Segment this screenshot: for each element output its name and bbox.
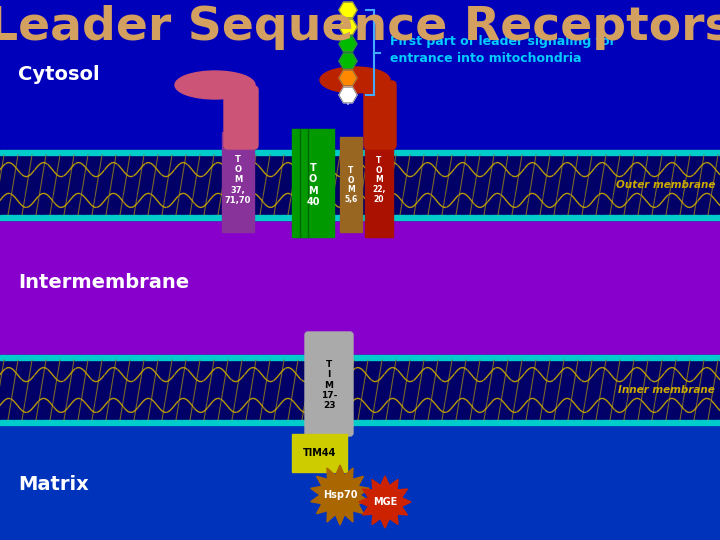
Text: MGE: MGE <box>373 497 397 507</box>
Bar <box>0 425 720 540</box>
Text: Leader Sequence Receptors: Leader Sequence Receptors <box>0 5 720 50</box>
Bar <box>0 0 720 150</box>
Polygon shape <box>359 476 411 528</box>
Bar <box>365 127 393 237</box>
Ellipse shape <box>175 71 255 99</box>
Text: Cytosol: Cytosol <box>18 65 99 84</box>
FancyBboxPatch shape <box>364 81 396 149</box>
Text: Hsp70: Hsp70 <box>323 490 357 500</box>
Bar <box>0 215 720 220</box>
Bar <box>0 420 720 425</box>
Text: TIM44: TIM44 <box>303 448 336 458</box>
Text: T
O
M
5,6: T O M 5,6 <box>344 166 358 204</box>
Bar <box>0 355 720 360</box>
Bar <box>340 137 362 232</box>
Bar <box>292 129 334 237</box>
Bar <box>0 220 720 355</box>
Polygon shape <box>311 465 369 525</box>
Text: Matrix: Matrix <box>18 476 89 495</box>
Bar <box>222 132 254 232</box>
Ellipse shape <box>320 67 390 93</box>
Text: T
I
M
17-
23: T I M 17- 23 <box>321 360 337 410</box>
Text: T
O
M
40: T O M 40 <box>306 163 320 207</box>
Bar <box>292 434 347 472</box>
Bar <box>0 150 720 155</box>
Text: T
O
M
37,
71,70: T O M 37, 71,70 <box>225 154 251 205</box>
Text: Outer membrane: Outer membrane <box>616 180 715 190</box>
Bar <box>0 355 720 425</box>
Text: T
O
M
22,
20: T O M 22, 20 <box>372 156 386 204</box>
Text: First part of leader signaling for
entrance into mitochondria: First part of leader signaling for entra… <box>390 35 616 65</box>
FancyBboxPatch shape <box>305 332 353 436</box>
Bar <box>0 150 720 220</box>
Text: Inner membrane: Inner membrane <box>618 385 715 395</box>
FancyBboxPatch shape <box>224 86 258 149</box>
Text: Intermembrane: Intermembrane <box>18 273 189 292</box>
